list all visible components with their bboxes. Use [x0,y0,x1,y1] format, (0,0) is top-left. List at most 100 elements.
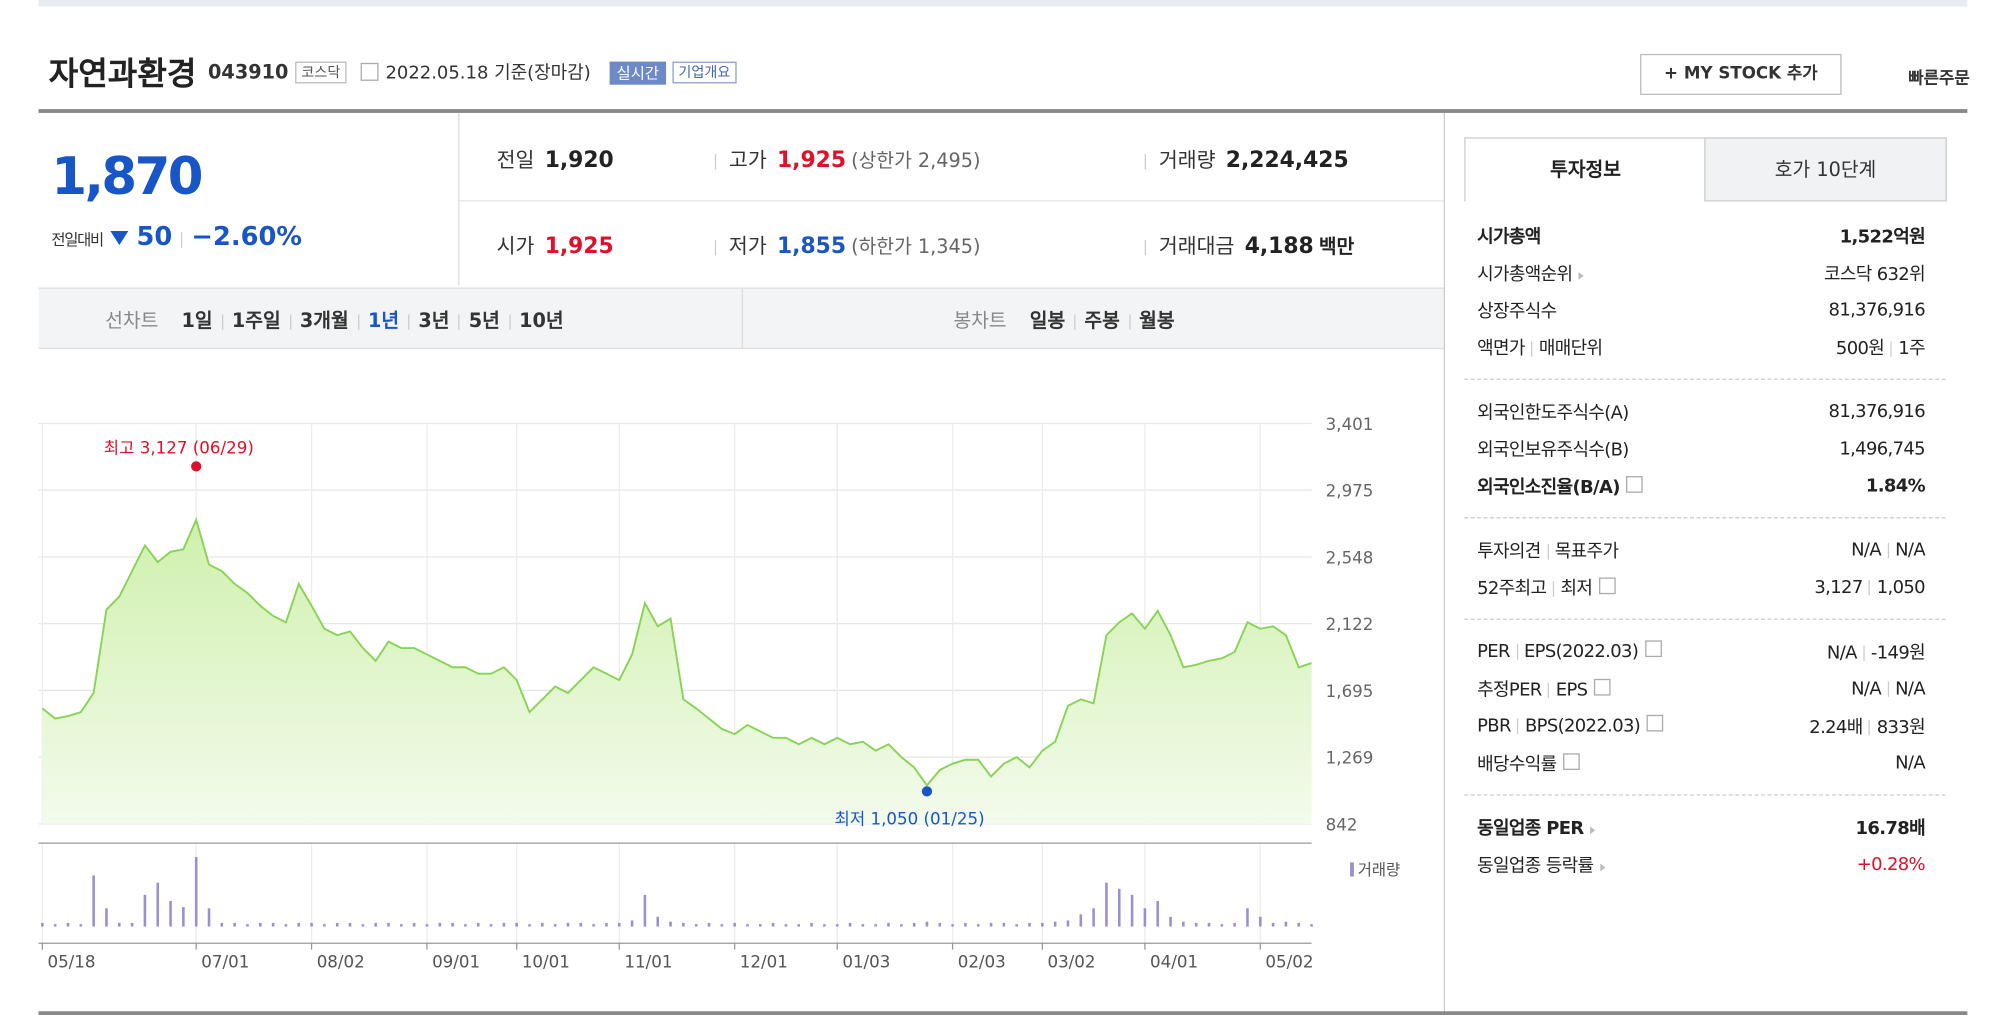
volume-bar [182,907,185,927]
volume-bar [669,921,672,927]
divider [38,1011,1968,1015]
volume-bar [207,908,211,927]
volume-bar [797,924,801,927]
separator [1552,580,1555,597]
info-value: 4,188 [1244,233,1314,260]
period-tab[interactable]: 10년 [519,309,564,333]
separator [1547,543,1549,559]
volume-bar [733,922,736,927]
price-line [41,516,1312,787]
value-part: 1,050 [1876,576,1926,598]
x-tick-label: 03/02 [1047,953,1095,972]
help-icon[interactable] [1644,640,1662,658]
info-row: PER EPS(2022.03) N/A -149원 [1464,633,1945,670]
volume-bar [707,922,711,927]
period-tab[interactable]: 1주일 [231,309,281,333]
row-value: N/A -149원 [1827,638,1926,664]
separator [1890,340,1892,357]
volume-bar [451,922,454,927]
label-part: 시가총액 [1477,226,1541,248]
info-value: 1,925 [776,147,847,174]
x-tick-label: 09/01 [432,953,480,972]
separator [1887,680,1889,697]
row-value: 3,127 1,050 [1814,577,1925,598]
row-value: 16.78배 [1855,814,1925,840]
help-icon[interactable] [1562,752,1580,770]
row-label: PBR BPS(2022.03) [1477,714,1664,737]
change-row: 전일대비 50 −2.60% [51,221,302,252]
row-value: 코스닥 632위 [1824,260,1926,286]
down-arrow [110,230,129,246]
info-row: 시가총액순위 코스닥 632위 [1464,254,1945,291]
value-part: N/A [1895,539,1926,561]
volume-bar [1092,908,1095,927]
y-tick-label: 2,122 [1326,615,1374,634]
y-tick-label: 2,975 [1326,482,1374,501]
separator [1869,579,1871,595]
row-label: 동일업종 등락률 [1477,851,1605,877]
volume-bar [643,894,647,927]
volume-bar [1117,888,1121,927]
volume-bar [1066,920,1070,927]
period-tab[interactable]: 1년 [367,309,400,333]
period-tab[interactable]: 3년 [418,309,450,333]
row-label: 투자의견 목표주가 [1477,537,1619,563]
help-icon[interactable] [1593,678,1611,695]
volume-bar [220,922,224,927]
quick-order[interactable]: 빠른주문 [1908,69,1970,89]
volume-bar [1169,916,1172,927]
separator [1531,340,1533,357]
separator [1144,239,1147,255]
label-part: 외국인보유주식수(B) [1477,439,1629,461]
x-tick-label: 05/18 [47,953,95,972]
label-part: 매매단위 [1538,338,1603,359]
label-part: 액면가 [1477,338,1525,359]
period-tab[interactable]: 3개월 [299,309,349,333]
volume-bar [976,924,980,927]
label-part: PER [1477,641,1510,663]
help-icon[interactable] [1646,714,1664,732]
separator [221,313,223,330]
volume-bar [1079,914,1083,927]
market-badge: 코스닥 [294,61,347,84]
mystock-button[interactable]: + MY STOCK 추가 [1640,53,1842,95]
panel-section: 동일업종 PER 16.78배 동일업종 등락률 +0.28% [1464,796,1945,896]
tab-invest[interactable]: 투자정보 [1464,137,1707,202]
label-part: PBR [1477,716,1511,737]
volume-bar [105,908,108,927]
candle-tab[interactable]: 주봉 [1084,309,1120,333]
info-extra: 백만 [1318,234,1355,258]
value-part: N/A [1895,678,1926,699]
period-tab[interactable]: 1일 [181,309,213,333]
period-tab[interactable]: 5년 [468,309,500,333]
volume-bar [502,922,506,927]
volume-bar [387,922,390,927]
legend-label: 거래량 [1358,861,1400,879]
overview-button[interactable]: 기업개요 [672,61,737,84]
help-icon[interactable] [1626,475,1643,493]
volume-bar [835,924,839,927]
volume-bar [1246,908,1249,927]
separator [1517,718,1519,735]
tab-orderbook[interactable]: 호가 10단계 [1704,137,1947,202]
volume-bar [694,924,698,927]
separator [1516,644,1518,660]
volume-bar [1271,922,1275,927]
separator [714,153,717,169]
row-value: 1.84% [1866,475,1926,496]
realtime-button[interactable]: 실시간 [610,60,666,85]
chart-tabs: 선차트 1일 1주일 3개월 1년 3년 5년 10년 봉차트 일봉 주봉 월봉 [38,287,1444,350]
help-icon[interactable] [1598,576,1616,594]
volume-bar [1220,924,1224,927]
volume-bar [1041,922,1044,927]
separator [408,313,410,330]
candle-tab[interactable]: 일봉 [1029,309,1066,333]
volume-bar [41,922,44,927]
volume-bar [566,922,570,927]
volume-bar [1053,921,1057,927]
candle-tab[interactable]: 월봉 [1139,309,1175,333]
row-label: 52주최고 최저 [1477,574,1616,600]
low-marker [921,786,933,797]
